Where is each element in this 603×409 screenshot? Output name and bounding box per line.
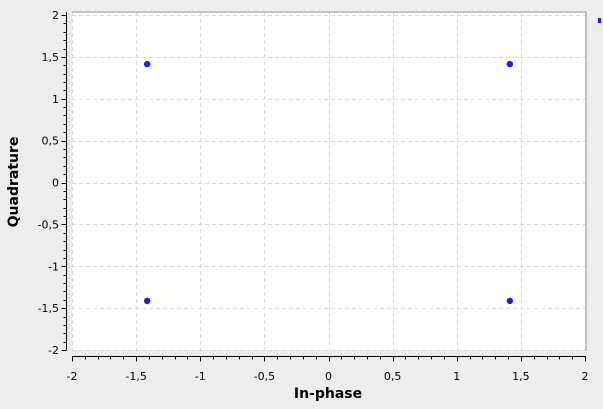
y-tick-label: -2 — [48, 344, 59, 357]
data-point — [506, 60, 514, 68]
y-axis: 2 1,5 1 0,5 0 -0,5 -1 -1,5 -2 — [38, 9, 67, 357]
y-tick-label: 1 — [52, 93, 59, 106]
y-tick-label: 2 — [52, 9, 59, 22]
y-tick-label: 1,5 — [42, 51, 60, 64]
x-tick-label: 0,5 — [384, 370, 402, 383]
y-tick-label: 0,5 — [42, 135, 60, 148]
y-tick-label: -0,5 — [38, 218, 59, 231]
x-tick-label: -1 — [195, 370, 206, 383]
x-tick-label: -0,5 — [254, 370, 275, 383]
x-tick-label: 2 — [582, 370, 589, 383]
legend-marker — [598, 18, 601, 23]
plot-background — [72, 13, 585, 350]
data-points — [143, 60, 514, 305]
x-tick-label: -1,5 — [125, 370, 146, 383]
data-point — [143, 297, 151, 305]
data-point — [506, 297, 514, 305]
y-tick-label: 0 — [52, 177, 59, 190]
y-tick-label: -1,5 — [38, 302, 59, 315]
x-tick-label: 0 — [325, 370, 332, 383]
x-axis-title: In-phase — [294, 386, 362, 402]
x-tick-label: 1 — [453, 370, 460, 383]
x-tick-label: -2 — [67, 370, 78, 383]
x-tick-label: 1,5 — [512, 370, 530, 383]
x-axis: -2 -1,5 -1 -0,5 0 0,5 1 1,5 2 — [67, 356, 589, 383]
y-axis-title: Quadrature — [6, 137, 22, 228]
y-tick-label: -1 — [48, 260, 59, 273]
data-point — [143, 60, 151, 68]
